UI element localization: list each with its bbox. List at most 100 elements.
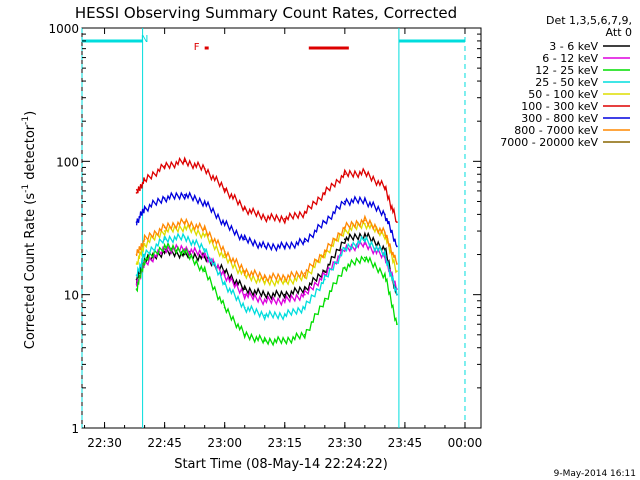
plot-area — [81, 27, 482, 429]
data-point — [223, 250, 226, 253]
data-point — [396, 270, 398, 273]
x-tick-label: 23:30 — [328, 436, 363, 450]
data-point — [203, 253, 206, 256]
data-point — [263, 216, 266, 219]
data-point — [135, 263, 138, 265]
x-tick-label: 22:30 — [87, 436, 122, 450]
legend-label: 300 - 800 keV — [521, 112, 598, 125]
y-tick-label: 1 — [71, 422, 79, 436]
legend-label: 7000 - 20000 keV — [500, 136, 598, 149]
data-point — [303, 240, 306, 243]
data-point — [283, 276, 286, 279]
data-point — [343, 230, 346, 232]
x-axis-label: Start Time (08-May-14 22:24:22) — [174, 457, 388, 472]
data-point — [323, 278, 326, 281]
x-tick-label: 23:45 — [388, 436, 423, 450]
x-tick-label: 23:00 — [207, 436, 242, 450]
data-point — [183, 221, 186, 224]
data-point — [283, 245, 286, 248]
data-point — [323, 221, 326, 224]
legend-label: 6 - 12 keV — [542, 52, 598, 65]
data-point — [143, 243, 146, 245]
data-point — [396, 245, 398, 248]
data-point — [343, 200, 346, 203]
data-point — [303, 333, 306, 336]
data-point — [343, 226, 346, 229]
data-point — [263, 314, 266, 317]
data-point — [223, 274, 226, 277]
chart-title: HESSI Observing Summary Count Rates, Cor… — [75, 4, 457, 22]
data-point — [363, 243, 366, 245]
y-axis-label-main: Corrected Count Rate (s — [23, 193, 38, 350]
data-point — [283, 280, 286, 283]
data-point — [263, 280, 266, 283]
data-point — [143, 259, 146, 262]
data-point — [243, 270, 246, 273]
data-point — [183, 194, 186, 196]
data-point — [363, 222, 366, 225]
data-point — [363, 171, 366, 174]
data-point — [223, 270, 226, 273]
data-point — [303, 293, 306, 296]
data-point — [383, 186, 386, 189]
y-tick-label: 1000 — [48, 22, 79, 36]
data-point — [396, 221, 398, 224]
y-axis-label-sup2: -1 — [21, 116, 31, 125]
data-point — [203, 248, 206, 250]
series-line-5 — [135, 156, 398, 225]
data-point — [283, 340, 286, 342]
data-point — [343, 266, 346, 269]
data-point — [323, 250, 326, 253]
x-tick-label: 23:15 — [267, 436, 302, 450]
data-point — [143, 253, 146, 256]
legend-label: 3 - 6 keV — [549, 40, 598, 53]
data-point — [163, 226, 166, 229]
data-point — [243, 306, 246, 309]
data-point — [323, 299, 326, 302]
x-tick-label: 00:00 — [448, 436, 483, 450]
data-point — [283, 299, 286, 302]
data-point — [203, 270, 206, 273]
data-point — [363, 234, 366, 236]
data-point — [183, 248, 186, 250]
data-point — [243, 207, 246, 210]
legend-label: 12 - 25 keV — [535, 64, 598, 77]
y-tick-label: 10 — [64, 289, 79, 303]
annotation-label-f: F — [194, 42, 200, 53]
data-point — [283, 218, 286, 220]
data-point — [223, 256, 226, 259]
data-point — [135, 283, 138, 286]
data-point — [383, 213, 386, 216]
footer-date: 9-May-2014 16:11 — [554, 469, 636, 479]
data-point — [143, 238, 146, 241]
data-point — [343, 173, 346, 176]
data-point — [263, 245, 266, 248]
series-line-2 — [136, 241, 398, 347]
legend-header-line-1: Det 1,3,5,6,7,9, — [546, 14, 632, 27]
data-point — [283, 314, 286, 317]
series-line-7 — [135, 214, 398, 283]
data-point — [263, 299, 266, 302]
data-point — [243, 333, 246, 336]
data-point — [183, 160, 186, 163]
data-point — [143, 207, 146, 210]
data-point — [135, 288, 138, 291]
data-point — [383, 253, 386, 256]
data-point — [243, 238, 246, 241]
data-point — [143, 179, 146, 182]
data-point — [323, 270, 326, 273]
data-point — [343, 238, 346, 241]
data-point — [183, 236, 186, 239]
data-point — [203, 167, 206, 170]
data-point — [203, 228, 206, 231]
y-tick-label: 100 — [56, 155, 79, 169]
series-line-1 — [135, 238, 398, 307]
data-point — [263, 276, 266, 279]
data-point — [383, 274, 386, 277]
x-tick-label: 22:45 — [147, 436, 182, 450]
data-point — [263, 293, 266, 296]
legend-header-line-2: Att 0 — [606, 26, 632, 39]
y-axis-label-end: ) — [23, 111, 38, 116]
data-point — [283, 293, 286, 296]
data-point — [383, 232, 386, 234]
